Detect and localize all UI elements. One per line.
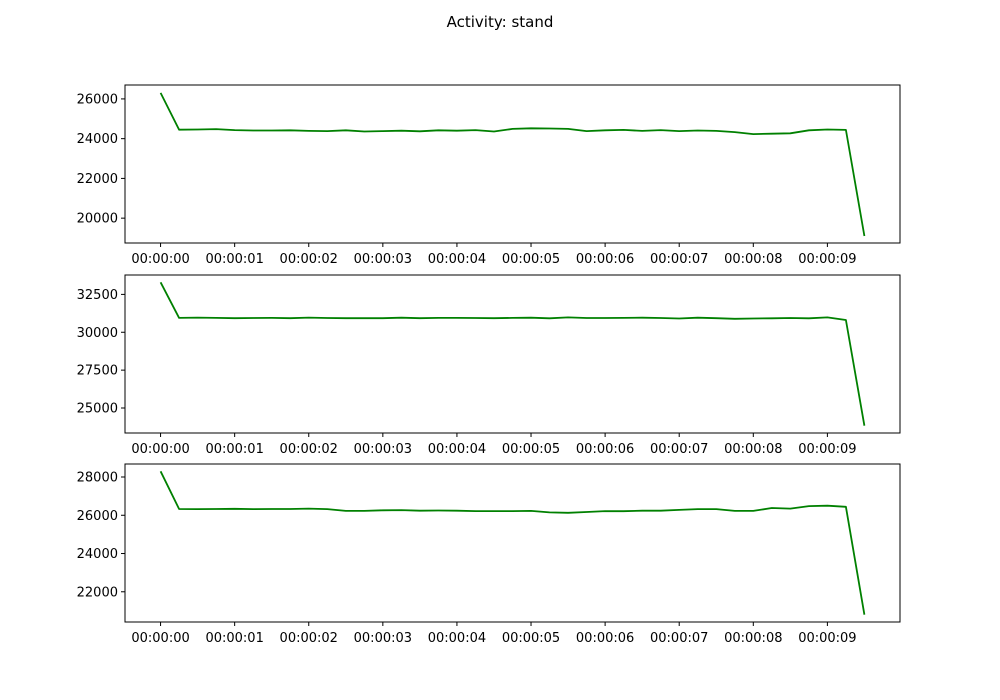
x-tick-label: 00:00:03 [354,252,412,267]
axes-frame [124,463,901,623]
x-tick-label: 00:00:04 [428,442,486,457]
y-tick-label: 26000 [77,509,118,524]
x-tick-label: 00:00:06 [576,252,634,267]
y-tick-label: 24000 [77,547,118,562]
x-tick-label: 00:00:04 [428,631,486,646]
x-tick-label: 00:00:03 [354,631,412,646]
x-tick-label: 00:00:07 [650,442,708,457]
x-tick-label: 00:00:02 [280,631,338,646]
axes-frame [124,84,901,244]
series-line [159,92,866,237]
x-tick-label: 00:00:09 [798,442,856,457]
x-tick-label: 00:00:00 [131,252,189,267]
x-tick-label: 00:00:01 [205,442,263,457]
y-tick-label: 20000 [77,212,118,227]
x-tick-label: 00:00:05 [502,631,560,646]
x-tick-label: 00:00:07 [650,631,708,646]
subplot-3: 22000 24000 26000 28000 00:00:00 00:00:01 00:0… [77,463,901,646]
figure-title: Activity: stand [447,13,554,31]
series-line [159,281,866,426]
y-tick-label: 32500 [77,288,118,303]
y-tick-label: 28000 [77,471,118,486]
y-tick-label: 25000 [77,402,118,417]
y-tick-label: 26000 [77,92,118,107]
x-tick-label: 00:00:08 [724,631,782,646]
x-tick-label: 00:00:09 [798,252,856,267]
x-tick-label: 00:00:02 [280,442,338,457]
x-tick-label: 00:00:04 [428,252,486,267]
x-tick-label: 00:00:01 [205,252,263,267]
axes-frame [124,274,901,434]
x-tick-label: 00:00:08 [724,252,782,267]
x-tick-label: 00:00:05 [502,442,560,457]
series-line [159,470,866,615]
x-tick-label: 00:00:00 [131,631,189,646]
x-tick-label: 00:00:08 [724,442,782,457]
x-tick-label: 00:00:03 [354,442,412,457]
x-tick-label: 00:00:06 [576,631,634,646]
subplot-1: 20000 22000 24000 26000 00:00:00 00:00:01 00:0… [77,84,901,267]
x-tick-label: 00:00:05 [502,252,560,267]
y-tick-label: 22000 [77,585,118,600]
y-tick-label: 27500 [77,364,118,379]
x-tick-label: 00:00:01 [205,631,263,646]
y-tick-label: 22000 [77,172,118,187]
x-tick-label: 00:00:06 [576,442,634,457]
y-tick-label: 24000 [77,132,118,147]
x-tick-label: 00:00:00 [131,442,189,457]
y-tick-label: 30000 [77,326,118,341]
x-tick-label: 00:00:09 [798,631,856,646]
x-tick-label: 00:00:02 [280,252,338,267]
x-tick-label: 00:00:07 [650,252,708,267]
subplot-2: 25000 27500 30000 32500 00:00:00 00:00:01 00:0… [77,274,901,457]
